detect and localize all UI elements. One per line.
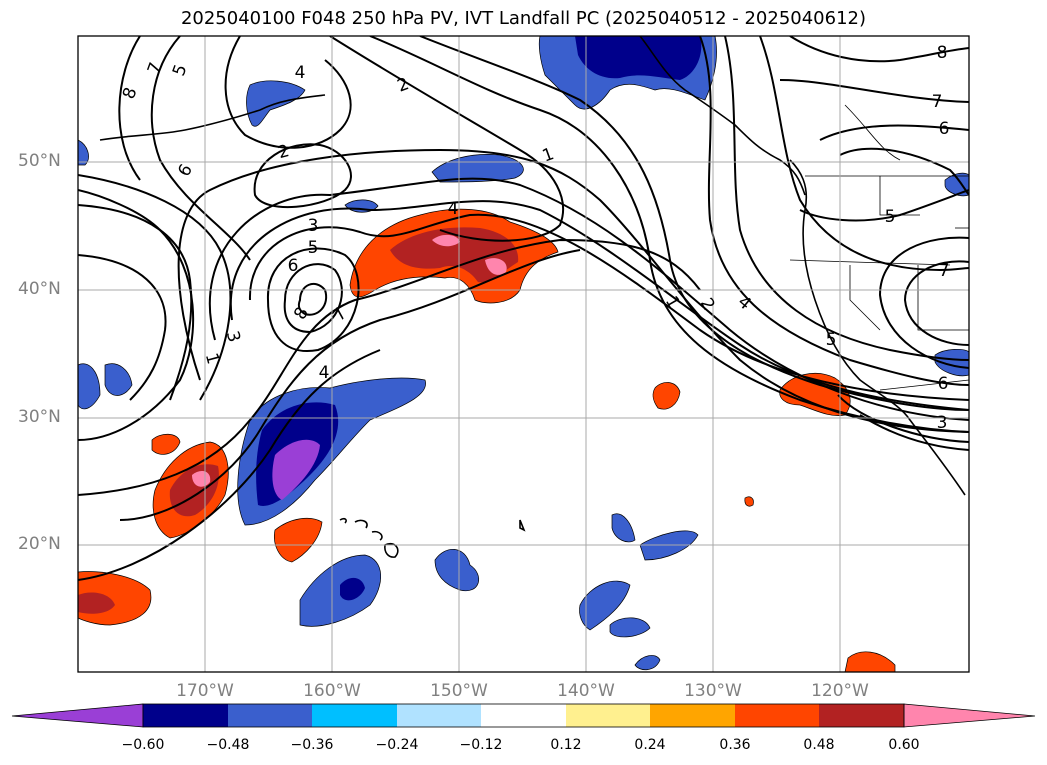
lon-label-150w: 150°W bbox=[430, 681, 488, 701]
contour-label: 5 bbox=[826, 330, 837, 350]
colorbar-swatch bbox=[819, 704, 904, 727]
colorbar-extend-left bbox=[11, 703, 144, 728]
colorbar-tick-label: −0.60 bbox=[121, 737, 165, 753]
colorbar-swatch bbox=[481, 704, 566, 727]
contour-label: 3 bbox=[937, 413, 948, 433]
colorbar-tick-label: 0.60 bbox=[888, 737, 920, 753]
lat-label-30n: 30°N bbox=[18, 407, 61, 427]
contour-label: 4 bbox=[448, 199, 459, 219]
colorbar-swatch bbox=[312, 704, 397, 727]
colorbar-swatch bbox=[735, 704, 819, 727]
contour-label: 7 bbox=[939, 261, 950, 281]
colorbar-tick-label: 0.24 bbox=[634, 737, 666, 753]
colorbar-tick-label: 0.48 bbox=[803, 737, 835, 753]
lat-label-20n: 20°N bbox=[18, 534, 61, 554]
lon-label-160w: 160°W bbox=[303, 681, 361, 701]
contour-label: 3 bbox=[222, 329, 244, 345]
contour-label: 8 bbox=[937, 43, 948, 63]
colorbar bbox=[11, 703, 1036, 728]
colorbar-swatch bbox=[397, 704, 481, 727]
contour-label: 7 bbox=[932, 92, 943, 112]
lon-label-140w: 140°W bbox=[557, 681, 615, 701]
lon-label-170w: 170°W bbox=[176, 681, 234, 701]
political-borders bbox=[789, 104, 969, 391]
colorbar-extend-right bbox=[903, 703, 1036, 728]
gridlines bbox=[78, 36, 969, 672]
colorbar-tick-label: −0.48 bbox=[206, 737, 250, 753]
contour-label: 2 bbox=[276, 141, 292, 163]
contour-label: 4 bbox=[295, 63, 306, 83]
contour-label: 6 bbox=[938, 374, 949, 394]
map-frame bbox=[77, 35, 970, 673]
lat-label-50n: 50°N bbox=[18, 151, 61, 171]
lat-label-40n: 40°N bbox=[18, 279, 61, 299]
contour-label: 4 bbox=[319, 363, 330, 383]
colorbar-tick-label: −0.36 bbox=[290, 737, 334, 753]
colorbar-tick-label: −0.12 bbox=[459, 737, 503, 753]
colorbar-swatch bbox=[566, 704, 650, 727]
contour-label: 6 bbox=[288, 256, 299, 276]
contour-label: 6 bbox=[939, 119, 950, 139]
contour-label: 3 bbox=[308, 216, 319, 236]
colorbar-swatch bbox=[228, 704, 312, 727]
contour-label: 5 bbox=[885, 207, 896, 227]
map-title: 2025040100 F048 250 hPa PV, IVT Landfall… bbox=[180, 8, 867, 29]
lon-label-130w: 130°W bbox=[684, 681, 742, 701]
lon-label-120w: 120°W bbox=[811, 681, 869, 701]
colorbar-swatch bbox=[143, 704, 228, 727]
contour-label: 5 bbox=[308, 238, 319, 258]
colorbar-tick-label: 0.36 bbox=[719, 737, 751, 753]
colorbar-swatch bbox=[650, 704, 735, 727]
colorbar-tick-label: 0.12 bbox=[550, 737, 582, 753]
colorbar-tick-label: −0.24 bbox=[375, 737, 419, 753]
contour-label: 1 bbox=[201, 351, 223, 367]
coastlines bbox=[99, 36, 966, 558]
